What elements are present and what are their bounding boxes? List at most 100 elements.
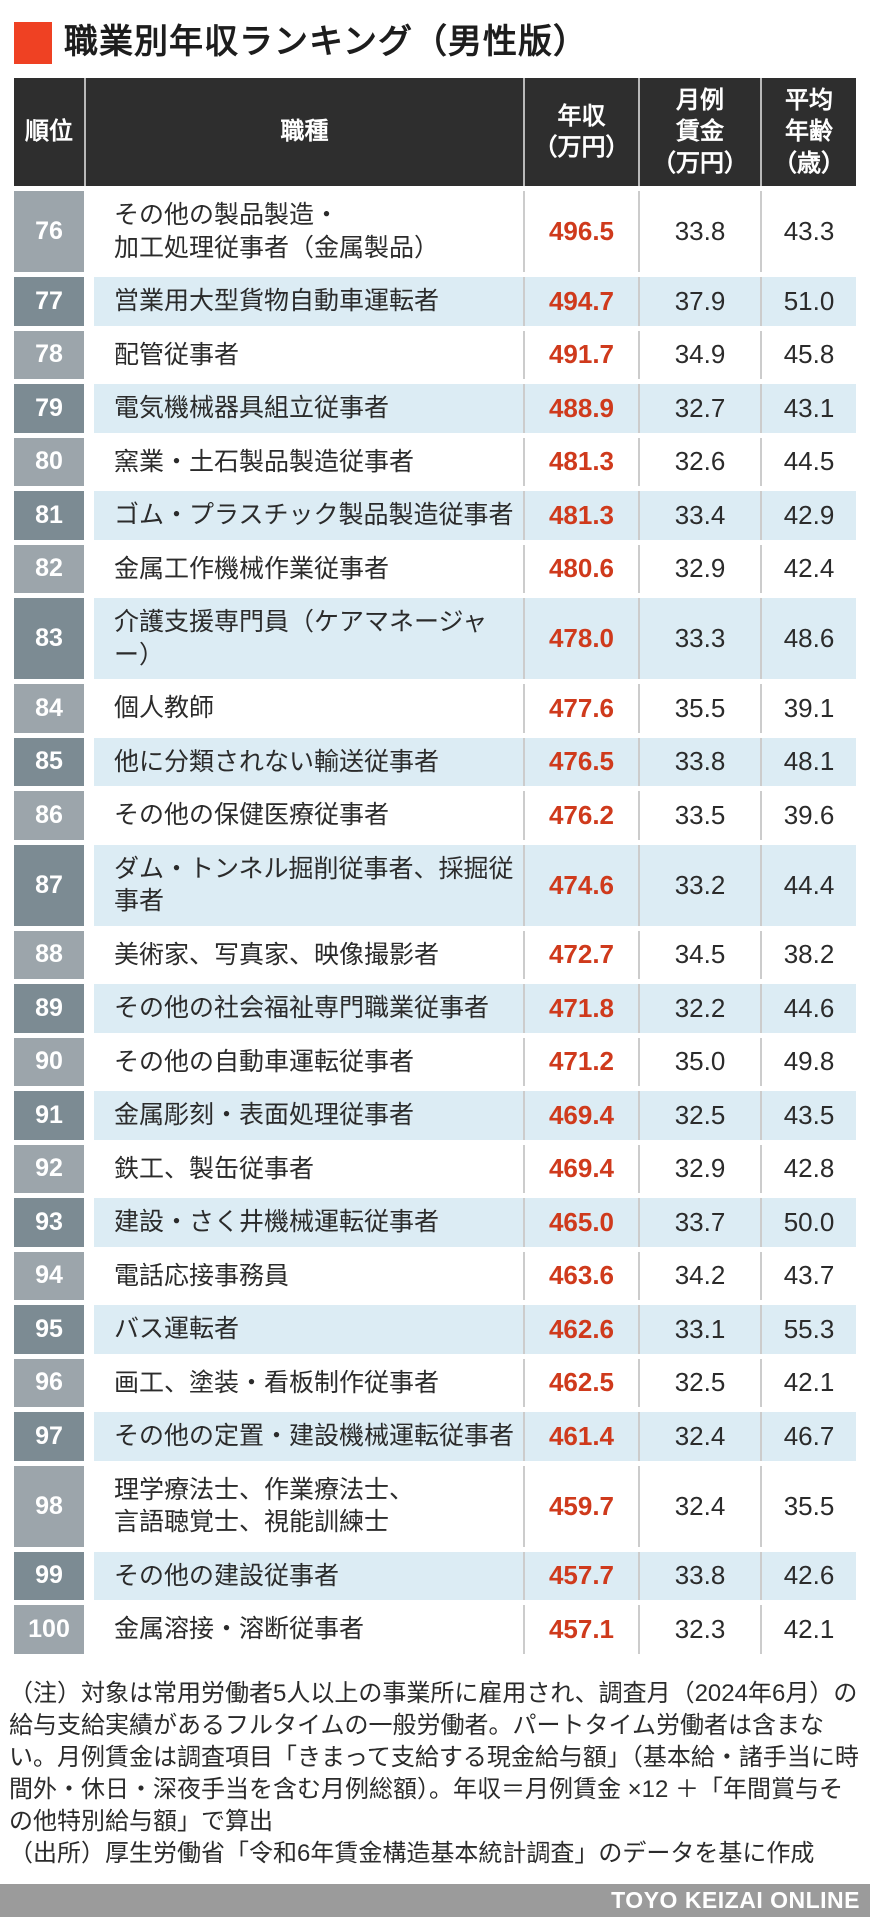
rank-cell: 89	[14, 984, 84, 1033]
table-row: 93 建設・さく井機械運転従事者 465.0 33.7 50.0	[14, 1198, 856, 1247]
table-row: 90 その他の自動車運転従事者 471.2 35.0 49.8	[14, 1037, 856, 1086]
table-row: 98 理学療法士、作業療法士、 言語聴覚士、視能訓練士 459.7 32.4 35.5	[14, 1465, 856, 1547]
monthly-wage-cell: 32.9	[638, 1144, 760, 1193]
occupation-cell: ゴム・プラスチック製品製造従事者	[84, 491, 523, 540]
occupation-cell: バス運転者	[84, 1305, 523, 1354]
rank-cell: 82	[14, 544, 84, 593]
rank-cell: 94	[14, 1251, 84, 1300]
avg-age-cell: 42.1	[760, 1358, 856, 1407]
avg-age-cell: 39.6	[760, 791, 856, 840]
occupation-cell: 介護支援専門員（ケアマネージャー）	[84, 598, 523, 679]
rank-cell: 90	[14, 1037, 84, 1086]
monthly-wage-cell: 35.5	[638, 684, 760, 733]
occupation-cell: 金属工作機械作業従事者	[84, 544, 523, 593]
monthly-wage-cell: 34.2	[638, 1251, 760, 1300]
income-cell: 457.1	[523, 1605, 638, 1654]
avg-age-cell: 43.7	[760, 1251, 856, 1300]
occupation-cell: 窯業・土石製品製造従事者	[84, 437, 523, 486]
income-cell: 463.6	[523, 1251, 638, 1300]
column-header-occupation: 職種	[84, 78, 523, 186]
rank-cell: 92	[14, 1144, 84, 1193]
income-cell: 477.6	[523, 684, 638, 733]
occupation-cell: 画工、塗装・看板制作従事者	[84, 1358, 523, 1407]
income-cell: 496.5	[523, 191, 638, 272]
avg-age-cell: 51.0	[760, 277, 856, 326]
avg-age-cell: 42.9	[760, 491, 856, 540]
rank-cell: 91	[14, 1091, 84, 1140]
income-cell: 472.7	[523, 930, 638, 979]
avg-age-cell: 42.6	[760, 1551, 856, 1600]
avg-age-cell: 42.1	[760, 1605, 856, 1654]
rank-cell: 84	[14, 684, 84, 733]
income-cell: 465.0	[523, 1198, 638, 1247]
column-header-rank: 順位	[14, 78, 84, 186]
table-row: 100 金属溶接・溶断従事者 457.1 32.3 42.1	[14, 1605, 856, 1654]
page-title-bar: 職業別年収ランキング（男性版）	[0, 0, 870, 78]
monthly-wage-cell: 32.5	[638, 1358, 760, 1407]
rank-cell: 83	[14, 598, 84, 679]
avg-age-cell: 35.5	[760, 1465, 856, 1547]
avg-age-cell: 55.3	[760, 1305, 856, 1354]
avg-age-cell: 44.5	[760, 437, 856, 486]
avg-age-cell: 43.3	[760, 191, 856, 272]
rank-cell: 77	[14, 277, 84, 326]
avg-age-cell: 48.6	[760, 598, 856, 679]
income-cell: 491.7	[523, 330, 638, 379]
income-cell: 469.4	[523, 1091, 638, 1140]
rank-cell: 93	[14, 1198, 84, 1247]
avg-age-cell: 38.2	[760, 930, 856, 979]
rank-cell: 76	[14, 191, 84, 272]
monthly-wage-cell: 34.9	[638, 330, 760, 379]
table-row: 88 美術家、写真家、映像撮影者 472.7 34.5 38.2	[14, 930, 856, 979]
avg-age-cell: 50.0	[760, 1198, 856, 1247]
rank-cell: 100	[14, 1605, 84, 1654]
occupation-cell: ダム・トンネル掘削従事者、採掘従事者	[84, 844, 523, 926]
income-cell: 476.2	[523, 791, 638, 840]
income-cell: 457.7	[523, 1551, 638, 1600]
table-row: 87 ダム・トンネル掘削従事者、採掘従事者 474.6 33.2 44.4	[14, 844, 856, 926]
rank-cell: 80	[14, 437, 84, 486]
avg-age-cell: 44.4	[760, 844, 856, 926]
rank-cell: 78	[14, 330, 84, 379]
monthly-wage-cell: 33.5	[638, 791, 760, 840]
column-header-avg-age: 平均 年齢 （歳）	[760, 78, 856, 186]
monthly-wage-cell: 33.7	[638, 1198, 760, 1247]
table-row: 95 バス運転者 462.6 33.1 55.3	[14, 1305, 856, 1354]
income-cell: 478.0	[523, 598, 638, 679]
table-row: 77 営業用大型貨物自動車運転者 494.7 37.9 51.0	[14, 277, 856, 326]
monthly-wage-cell: 33.3	[638, 598, 760, 679]
rank-cell: 97	[14, 1412, 84, 1461]
occupation-cell: 理学療法士、作業療法士、 言語聴覚士、視能訓練士	[84, 1465, 523, 1547]
rank-cell: 98	[14, 1465, 84, 1547]
table-row: 80 窯業・土石製品製造従事者 481.3 32.6 44.5	[14, 437, 856, 486]
monthly-wage-cell: 33.4	[638, 491, 760, 540]
income-cell: 481.3	[523, 491, 638, 540]
table-row: 94 電話応接事務員 463.6 34.2 43.7	[14, 1251, 856, 1300]
brand-logo-text: TOYO KEIZAI ONLINE	[611, 1886, 860, 1913]
occupation-cell: 美術家、写真家、映像撮影者	[84, 930, 523, 979]
income-cell: 461.4	[523, 1412, 638, 1461]
column-header-monthly-wage: 月例 賃金 （万円）	[638, 78, 760, 186]
table-row: 78 配管従事者 491.7 34.9 45.8	[14, 330, 856, 379]
monthly-wage-cell: 32.2	[638, 984, 760, 1033]
income-cell: 480.6	[523, 544, 638, 593]
rank-cell: 88	[14, 930, 84, 979]
table-row: 81 ゴム・プラスチック製品製造従事者 481.3 33.4 42.9	[14, 491, 856, 540]
monthly-wage-cell: 33.1	[638, 1305, 760, 1354]
occupation-cell: 配管従事者	[84, 330, 523, 379]
monthly-wage-cell: 37.9	[638, 277, 760, 326]
avg-age-cell: 49.8	[760, 1037, 856, 1086]
table-row: 76 その他の製品製造・ 加工処理従事者（金属製品） 496.5 33.8 43.3	[14, 191, 856, 272]
occupation-cell: 金属溶接・溶断従事者	[84, 1605, 523, 1654]
occupation-cell: その他の定置・建設機械運転従事者	[84, 1412, 523, 1461]
table-row: 84 個人教師 477.6 35.5 39.1	[14, 684, 856, 733]
occupation-cell: 建設・さく井機械運転従事者	[84, 1198, 523, 1247]
table-row: 99 その他の建設従事者 457.7 33.8 42.6	[14, 1551, 856, 1600]
table-body: 76 その他の製品製造・ 加工処理従事者（金属製品） 496.5 33.8 43.3 77…	[14, 191, 856, 1654]
monthly-wage-cell: 33.2	[638, 844, 760, 926]
rank-cell: 81	[14, 491, 84, 540]
monthly-wage-cell: 35.0	[638, 1037, 760, 1086]
monthly-wage-cell: 32.6	[638, 437, 760, 486]
table-row: 91 金属彫刻・表面処理従事者 469.4 32.5 43.5	[14, 1091, 856, 1140]
rank-cell: 86	[14, 791, 84, 840]
